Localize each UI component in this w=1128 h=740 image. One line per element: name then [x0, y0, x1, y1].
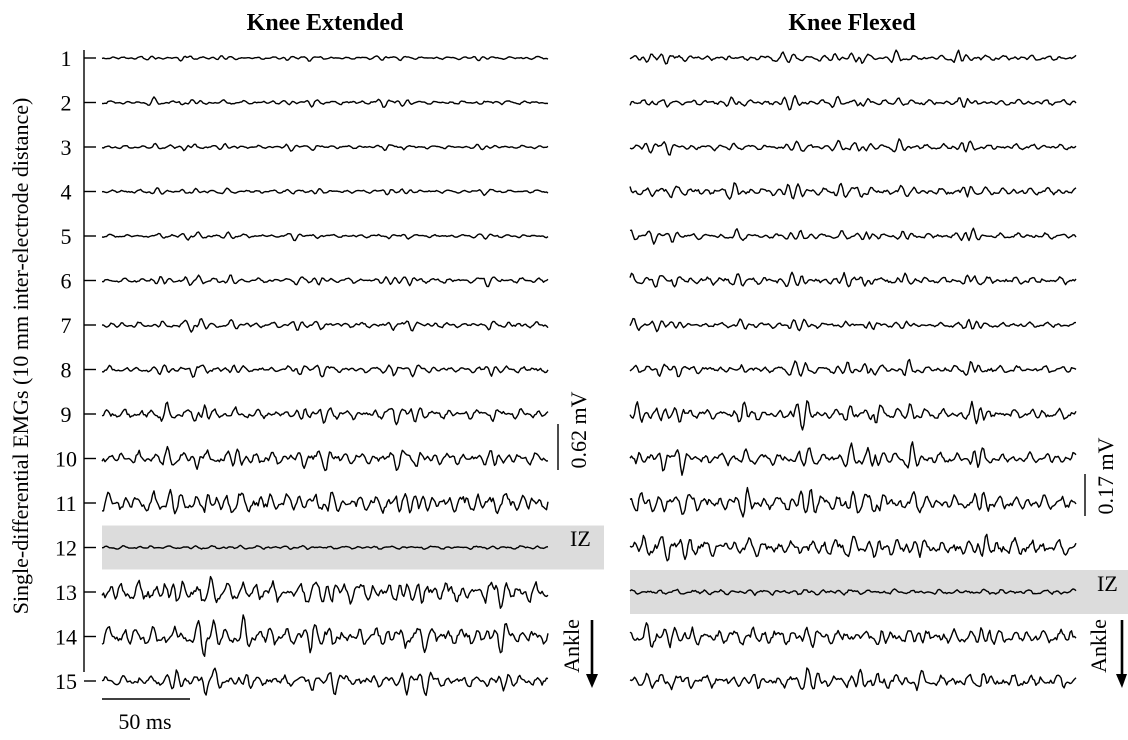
emg-trace-flexed-ch-6 [629, 271, 1077, 288]
channel-label-12: 12 [55, 536, 77, 561]
emg-trace-flexed-ch-12 [629, 533, 1077, 562]
emg-trace-flexed-ch-7 [629, 317, 1076, 333]
panel-title-knee-flexed: Knee Flexed [788, 10, 916, 36]
channel-label-6: 6 [61, 269, 72, 294]
channel-label-4: 4 [61, 180, 72, 205]
emg-trace-flexed-ch-13 [629, 588, 1077, 597]
emg-trace-flexed-ch-9 [629, 400, 1077, 431]
emg-trace-flexed-ch-11 [629, 486, 1077, 518]
time-scale-label: 50 ms [118, 709, 171, 734]
emg-trace-flexed-ch-8 [629, 358, 1077, 378]
amplitude-scale-label-knee-flexed: 0.17 mV [1093, 437, 1118, 514]
emg-trace-extended-ch-8 [101, 364, 549, 378]
amplitude-scale-label-knee-extended: 0.62 mV [566, 391, 591, 468]
channel-label-13: 13 [55, 580, 77, 605]
emg-trace-extended-ch-5 [101, 231, 549, 242]
channel-label-3: 3 [61, 135, 72, 160]
emg-trace-flexed-ch-5 [629, 227, 1077, 245]
iz-label-knee-flexed: IZ [1097, 571, 1118, 596]
emg-trace-flexed-ch-4 [629, 182, 1077, 200]
emg-trace-flexed-ch-14 [629, 622, 1077, 649]
traces-knee-flexed [629, 49, 1077, 692]
channel-label-11: 11 [55, 491, 76, 516]
channel-label-10: 10 [55, 447, 77, 472]
channel-label-14: 14 [55, 625, 77, 650]
emg-trace-flexed-ch-15 [629, 667, 1077, 692]
channel-label-15: 15 [55, 669, 77, 694]
emg-trace-extended-ch-11 [101, 488, 549, 515]
channel-label-7: 7 [61, 313, 72, 338]
emg-trace-flexed-ch-2 [629, 94, 1077, 111]
emg-trace-extended-ch-6 [101, 274, 549, 288]
ankle-label-knee-extended: Ankle [559, 619, 584, 673]
emg-trace-extended-ch-1 [101, 55, 549, 62]
channel-label-5: 5 [61, 224, 72, 249]
emg-trace-extended-ch-12 [101, 544, 549, 550]
channel-label-2: 2 [61, 91, 72, 116]
traces-knee-extended [101, 55, 549, 697]
ankle-arrow-knee-flexed [1116, 620, 1127, 688]
emg-trace-flexed-ch-1 [629, 49, 1077, 65]
emg-trace-extended-ch-3 [101, 142, 549, 152]
emg-trace-extended-ch-13 [101, 575, 549, 609]
iz-label-knee-extended: IZ [570, 526, 591, 551]
emg-trace-extended-ch-10 [101, 445, 549, 472]
panel-title-knee-extended: Knee Extended [247, 10, 404, 36]
emg-trace-extended-ch-4 [101, 187, 549, 197]
emg-trace-extended-ch-2 [101, 96, 549, 108]
channel-label-1: 1 [61, 46, 72, 71]
emg-trace-flexed-ch-10 [629, 441, 1077, 476]
ankle-arrow-knee-extended [586, 620, 598, 688]
emg-trace-flexed-ch-3 [629, 138, 1077, 156]
channel-label-8: 8 [61, 358, 72, 383]
emg-trace-extended-ch-14 [101, 614, 549, 657]
emg-trace-extended-ch-7 [101, 318, 549, 333]
ankle-label-knee-flexed: Ankle [1086, 619, 1111, 673]
emg-trace-extended-ch-9 [101, 401, 549, 426]
channel-label-9: 9 [61, 402, 72, 427]
emg-trace-extended-ch-15 [101, 667, 549, 697]
y-axis-label: Single-differential EMGs (10 mm inter-el… [8, 98, 33, 615]
